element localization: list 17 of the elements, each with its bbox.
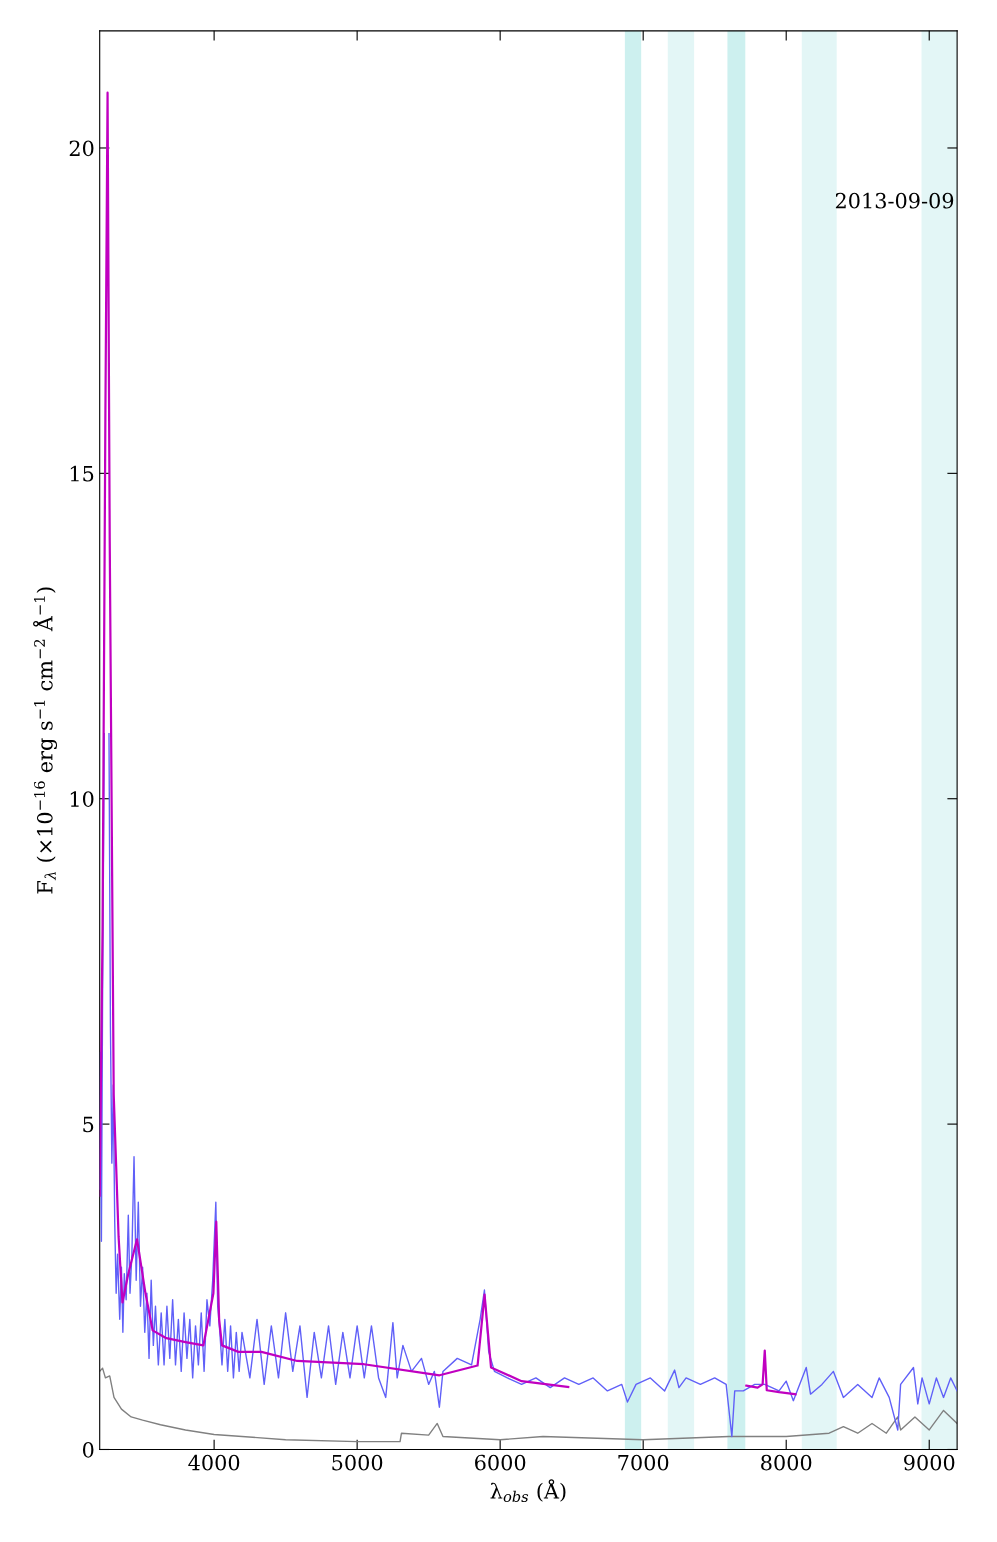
y-tick-label: 10 [70, 791, 94, 807]
x-tick-label: 8000 [761, 1454, 812, 1471]
y-tick-label: 0 [82, 1441, 94, 1458]
annotation: 2013-09-09 [835, 192, 954, 209]
y-tick-label: 5 [83, 1116, 94, 1133]
line-series [99, 1367, 958, 1443]
x-axis-title: λ$_{obs}$ (Å) [490, 1479, 566, 1503]
x-tick-label: 4000 [188, 1454, 240, 1471]
x-tick-label: 7000 [618, 1454, 669, 1471]
line-series [99, 91, 570, 1389]
y-tick-label: 20 [69, 140, 94, 157]
x-tick-label: 6000 [475, 1454, 526, 1471]
text: F$_{λ}$ (×10$^{−16}$ erg s$^{−1}$ cm$^{−2}$ Å$^{−1}$) [33, 587, 58, 894]
x-tick-label: 9000 [904, 1454, 955, 1471]
x-tick-label: 5000 [332, 1454, 383, 1471]
line-series [745, 1349, 797, 1396]
y-tick-label: 15 [70, 465, 94, 482]
